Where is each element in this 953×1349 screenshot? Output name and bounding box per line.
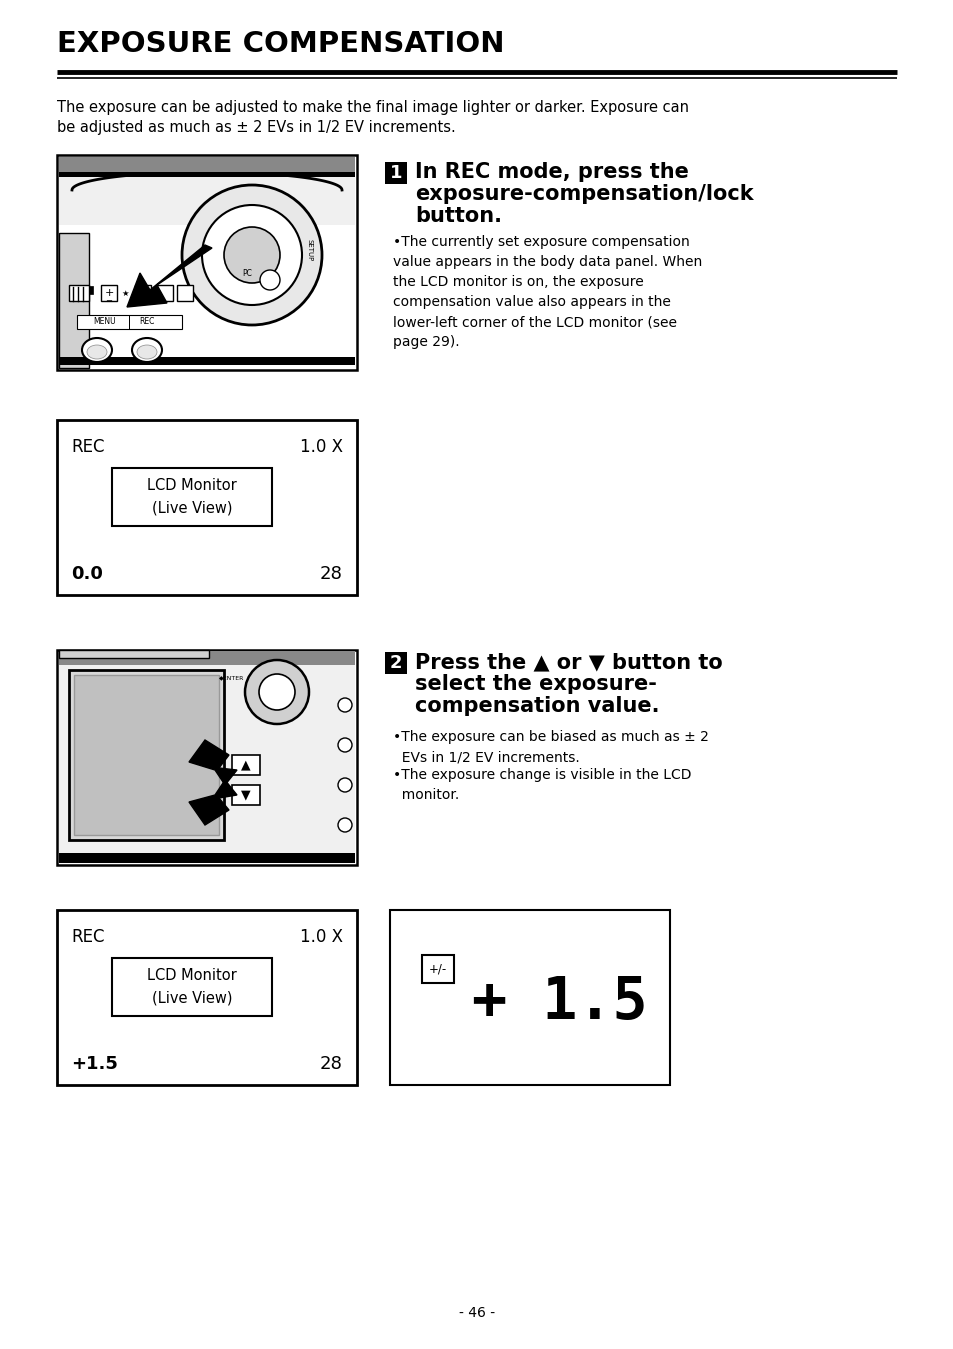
- Bar: [129, 316, 130, 329]
- Text: The exposure can be adjusted to make the final image lighter or darker. Exposure: The exposure can be adjusted to make the…: [57, 100, 688, 115]
- Text: compensation value.: compensation value.: [415, 696, 659, 716]
- Ellipse shape: [87, 345, 107, 359]
- Bar: [232, 785, 260, 805]
- Polygon shape: [189, 741, 236, 785]
- Bar: [89, 286, 92, 294]
- Text: 1.0 X: 1.0 X: [299, 438, 343, 456]
- Text: ◆ENTER: ◆ENTER: [219, 676, 244, 680]
- Polygon shape: [127, 246, 212, 308]
- Bar: [59, 853, 355, 863]
- Bar: [77, 316, 182, 329]
- Circle shape: [337, 738, 352, 751]
- Polygon shape: [59, 156, 355, 225]
- Bar: [421, 955, 454, 983]
- Circle shape: [224, 227, 280, 283]
- Text: +: +: [104, 287, 113, 298]
- Text: 1.0 X: 1.0 X: [299, 928, 343, 946]
- Bar: [69, 285, 89, 301]
- Circle shape: [337, 697, 352, 712]
- Bar: [232, 755, 260, 774]
- Text: be adjusted as much as ± 2 EVs in 1/2 EV increments.: be adjusted as much as ± 2 EVs in 1/2 EV…: [57, 120, 456, 135]
- Ellipse shape: [82, 339, 112, 362]
- Bar: [135, 285, 151, 301]
- Text: 2: 2: [390, 654, 402, 672]
- Bar: [74, 674, 219, 835]
- Circle shape: [182, 185, 322, 325]
- Text: button.: button.: [415, 206, 501, 227]
- Bar: [59, 156, 355, 175]
- Text: - 46 -: - 46 -: [458, 1306, 495, 1321]
- Polygon shape: [59, 652, 355, 863]
- Bar: [59, 173, 355, 177]
- Text: REC: REC: [71, 438, 105, 456]
- Bar: [69, 670, 224, 840]
- Bar: [101, 285, 117, 301]
- Ellipse shape: [137, 345, 157, 359]
- Text: •The exposure can be biased as much as ± 2
  EVs in 1/2 EV increments.: •The exposure can be biased as much as ±…: [393, 730, 708, 764]
- Text: exposure-compensation/lock: exposure-compensation/lock: [415, 183, 753, 204]
- Bar: [385, 162, 407, 183]
- Text: SETUP: SETUP: [307, 239, 313, 262]
- Bar: [59, 650, 209, 658]
- Bar: [177, 285, 193, 301]
- Text: −: −: [106, 297, 112, 305]
- Text: •The exposure change is visible in the LCD
  monitor.: •The exposure change is visible in the L…: [393, 768, 691, 803]
- Text: +1.5: +1.5: [71, 1055, 118, 1072]
- Bar: [57, 650, 356, 865]
- Text: + 1.5: + 1.5: [472, 974, 647, 1031]
- Text: EXPOSURE COMPENSATION: EXPOSURE COMPENSATION: [57, 30, 504, 58]
- Bar: [112, 468, 272, 526]
- Bar: [112, 958, 272, 1016]
- Polygon shape: [189, 780, 236, 826]
- Text: In REC mode, press the: In REC mode, press the: [415, 162, 688, 182]
- Text: LCD Monitor
(Live View): LCD Monitor (Live View): [147, 969, 236, 1005]
- Bar: [385, 652, 407, 674]
- Text: 0.0: 0.0: [71, 565, 103, 583]
- Text: 1: 1: [390, 165, 402, 182]
- Circle shape: [337, 817, 352, 832]
- Bar: [157, 285, 172, 301]
- Bar: [59, 652, 355, 665]
- Bar: [57, 155, 356, 370]
- Bar: [57, 911, 356, 1085]
- Text: ▼: ▼: [241, 789, 251, 801]
- Circle shape: [260, 270, 280, 290]
- Bar: [390, 911, 669, 1085]
- Text: select the exposure-: select the exposure-: [415, 674, 657, 693]
- Text: MENU: MENU: [93, 317, 116, 326]
- Text: REC: REC: [71, 928, 105, 946]
- Circle shape: [258, 674, 294, 710]
- Text: +/-: +/-: [429, 962, 447, 975]
- Bar: [59, 357, 355, 366]
- Circle shape: [202, 205, 302, 305]
- Bar: [57, 420, 356, 595]
- Circle shape: [337, 778, 352, 792]
- Text: 28: 28: [320, 1055, 343, 1072]
- Bar: [59, 233, 89, 368]
- Text: Press the ▲ or ▼ button to: Press the ▲ or ▼ button to: [415, 652, 722, 672]
- Text: ▲: ▲: [241, 758, 251, 772]
- Text: •The currently set exposure compensation
value appears in the body data panel. W: •The currently set exposure compensation…: [393, 235, 701, 349]
- Text: ★: ★: [121, 289, 129, 298]
- Text: PC: PC: [242, 268, 252, 278]
- Ellipse shape: [132, 339, 162, 362]
- Text: 28: 28: [320, 565, 343, 583]
- Circle shape: [245, 660, 309, 724]
- Text: REC: REC: [139, 317, 154, 326]
- Text: LCD Monitor
(Live View): LCD Monitor (Live View): [147, 479, 236, 515]
